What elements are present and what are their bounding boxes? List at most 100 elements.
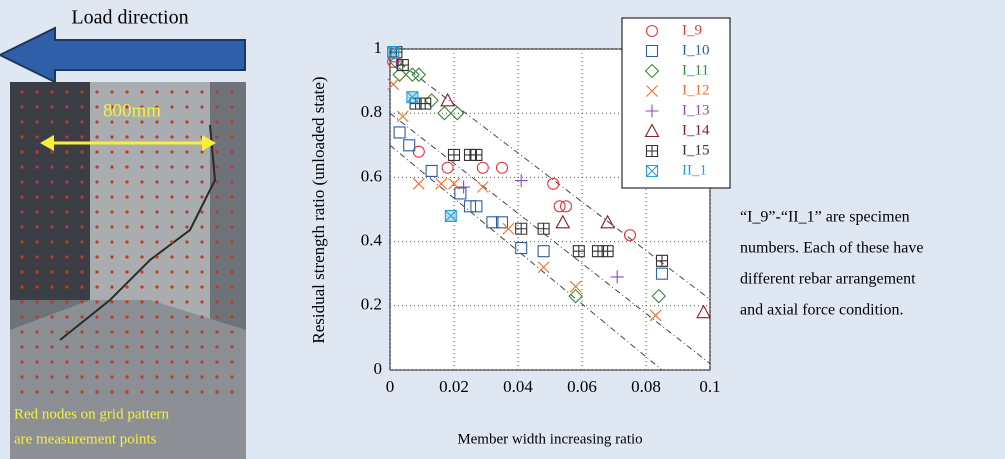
y-tick-label: 0.8 [361, 102, 382, 121]
data-point [655, 267, 669, 280]
grid-node [65, 135, 69, 139]
grid-node [35, 195, 39, 199]
grid-node [35, 135, 39, 139]
photo-base [10, 300, 246, 459]
legend-label: I_13 [682, 102, 710, 118]
grid-node [140, 135, 144, 139]
grid-node [170, 150, 174, 154]
grid-node [95, 330, 99, 334]
grid-node [65, 165, 69, 169]
grid-node [110, 165, 114, 169]
grid-node [140, 165, 144, 169]
x-tick-label: 0.02 [439, 377, 469, 396]
grid-node [125, 315, 129, 319]
grid-node [215, 120, 219, 124]
x-tick-label: 0.04 [503, 377, 533, 396]
grid-node [95, 315, 99, 319]
grid-node [200, 240, 204, 244]
grid-node [230, 255, 234, 259]
grid-node [35, 270, 39, 274]
grid-node [230, 330, 234, 334]
data-point [457, 180, 471, 194]
grid-node [215, 255, 219, 259]
grid-node [65, 210, 69, 214]
grid-node [95, 300, 99, 304]
grid-node [125, 255, 129, 259]
grid-node [65, 90, 69, 94]
grid-node [230, 135, 234, 139]
data-point [396, 59, 409, 72]
grid-node [170, 345, 174, 349]
grid-node [230, 210, 234, 214]
data-point [476, 161, 489, 174]
grid-node [140, 330, 144, 334]
grid-node [185, 195, 189, 199]
legend-marker [645, 104, 659, 118]
grid-node [155, 315, 159, 319]
legend-marker [645, 25, 659, 37]
grid-node [110, 390, 114, 394]
grid-node [230, 315, 234, 319]
grid-node [170, 225, 174, 229]
data-point [454, 187, 467, 200]
grid-node [35, 105, 39, 109]
grid-node [50, 105, 54, 109]
grid-node [125, 345, 129, 349]
grid-node [65, 240, 69, 244]
grid-node [80, 330, 84, 334]
data-point [569, 280, 582, 293]
load-arrow [0, 26, 246, 84]
grid-node [185, 120, 189, 124]
grid-node [215, 330, 219, 334]
grid-node [125, 210, 129, 214]
grid-node [95, 165, 99, 169]
grid-node [200, 210, 204, 214]
grid-node [50, 240, 54, 244]
grid-node [95, 105, 99, 109]
grid-node [65, 345, 69, 349]
photo-caption: are measurement points [14, 431, 157, 447]
grid-node [230, 105, 234, 109]
grid-node [155, 345, 159, 349]
grid-node [200, 120, 204, 124]
reference-line [389, 55, 711, 300]
grid-node [155, 210, 159, 214]
data-point [649, 309, 662, 322]
grid-node [80, 105, 84, 109]
grid-node [95, 225, 99, 229]
data-point [623, 229, 637, 242]
data-point [651, 288, 667, 304]
grid-node [125, 195, 129, 199]
grid-node [140, 195, 144, 199]
data-point [392, 67, 407, 82]
data-point [447, 148, 461, 161]
grid-node [20, 180, 24, 184]
grid-node [215, 375, 219, 379]
grid-node [140, 90, 144, 94]
grid-node [95, 285, 99, 289]
data-point [412, 145, 425, 158]
grid-node [80, 120, 84, 124]
grid-node [230, 90, 234, 94]
grid-node [215, 105, 219, 109]
data-point [419, 97, 432, 110]
grid-node [80, 375, 84, 379]
grid-node [35, 330, 39, 334]
grid-node [65, 150, 69, 154]
grid-node [125, 240, 129, 244]
grid-node [35, 375, 39, 379]
grid-node [125, 105, 129, 109]
data-point [568, 288, 583, 304]
grid-node [125, 180, 129, 184]
grid-node [215, 210, 219, 214]
grid-node [95, 210, 99, 214]
grid-node [170, 390, 174, 394]
y-tick-label: 0.2 [361, 295, 382, 314]
legend-marker [644, 63, 660, 79]
grid-node [80, 315, 84, 319]
grid-node [140, 360, 144, 364]
grid-node [125, 300, 129, 304]
grid-node [20, 240, 24, 244]
grid-node [50, 165, 54, 169]
grid-node [95, 135, 99, 139]
